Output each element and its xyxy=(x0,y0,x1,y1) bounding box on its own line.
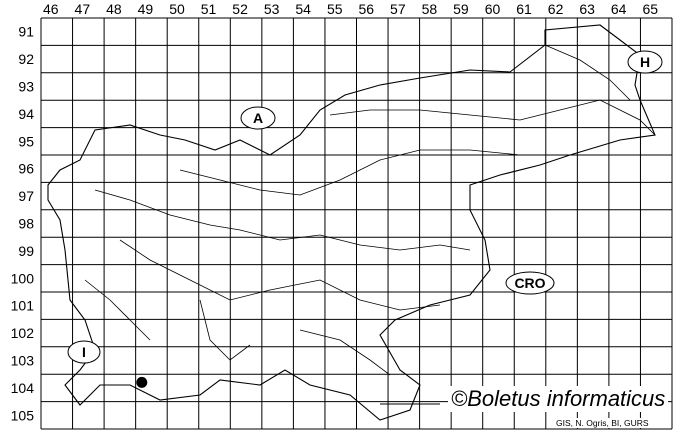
column-label: 48 xyxy=(106,1,122,17)
column-label: 50 xyxy=(169,1,185,17)
row-label: 101 xyxy=(11,298,35,314)
row-label: 100 xyxy=(11,270,35,286)
row-label: 95 xyxy=(18,133,34,149)
country-label-italy: I xyxy=(82,344,86,360)
record-dot xyxy=(136,376,148,388)
row-label: 99 xyxy=(18,243,34,259)
country-label-oval xyxy=(505,271,555,295)
credit-text: ©Boletus informaticus xyxy=(448,386,669,412)
row-label: 96 xyxy=(18,161,34,177)
column-label: 56 xyxy=(359,1,375,17)
country-label-oval xyxy=(67,340,101,364)
grid-lines xyxy=(40,17,673,430)
column-label: 54 xyxy=(295,1,311,17)
column-label: 53 xyxy=(264,1,280,17)
column-label: 60 xyxy=(485,1,501,17)
slovenia-border xyxy=(47,24,656,421)
row-label: 102 xyxy=(11,325,35,341)
country-label-oval xyxy=(627,50,663,74)
row-label: 98 xyxy=(18,216,34,232)
column-label: 52 xyxy=(232,1,248,17)
column-label: 62 xyxy=(548,1,564,17)
rivers xyxy=(84,44,656,376)
column-label: 58 xyxy=(422,1,438,17)
column-label: 57 xyxy=(390,1,406,17)
source-text: GIS, N. Ogris, BI, GURS xyxy=(555,418,650,428)
row-label: 92 xyxy=(18,51,34,67)
column-label: 64 xyxy=(611,1,627,17)
column-label: 47 xyxy=(75,1,91,17)
row-label: 104 xyxy=(11,380,35,396)
column-label: 49 xyxy=(138,1,154,17)
column-label: 65 xyxy=(642,1,658,17)
country-label-oval xyxy=(240,106,276,130)
country-label-hungary: H xyxy=(640,54,650,70)
column-label: 59 xyxy=(453,1,469,17)
country-label-croatia: CRO xyxy=(514,275,545,291)
column-label: 63 xyxy=(579,1,595,17)
row-label: 94 xyxy=(18,106,34,122)
country-labels: A H CRO I xyxy=(67,50,663,364)
records-layer xyxy=(136,376,148,388)
column-label: 46 xyxy=(43,1,59,17)
column-label: 51 xyxy=(201,1,217,17)
column-label: 61 xyxy=(516,1,532,17)
row-label: 91 xyxy=(18,24,34,40)
grid-labels: 46 47 48 49 50 51 52 53 54 55 56 57 58 59 60 61 62 63 64 65… xyxy=(11,1,659,423)
column-label: 55 xyxy=(327,1,343,17)
row-label: 103 xyxy=(11,353,35,369)
row-label: 97 xyxy=(18,188,34,204)
country-label-austria: A xyxy=(253,110,263,126)
row-label: 93 xyxy=(18,79,34,95)
row-label: 105 xyxy=(11,407,35,423)
